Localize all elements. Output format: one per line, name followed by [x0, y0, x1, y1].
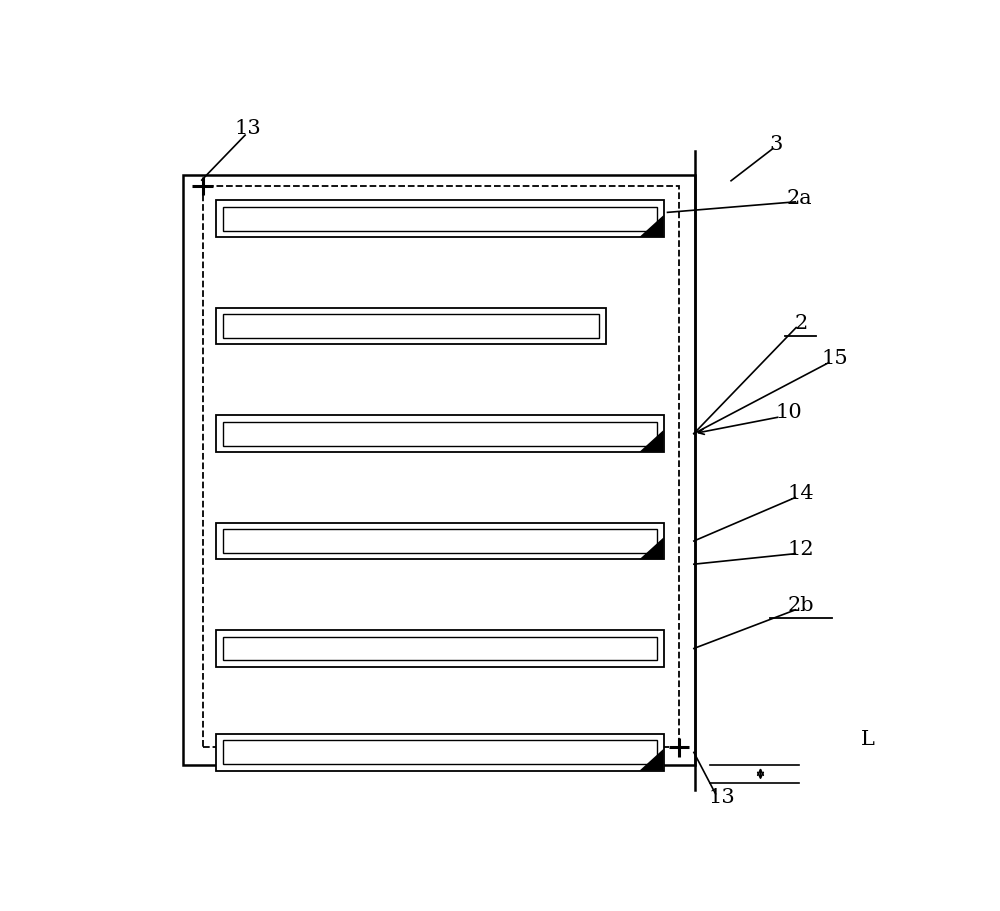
Polygon shape	[639, 431, 664, 453]
Bar	[223, 637, 657, 660]
Bar	[223, 529, 657, 553]
Polygon shape	[639, 537, 664, 559]
Bar	[216, 734, 664, 771]
Text: 2b: 2b	[788, 596, 814, 615]
Text: 2: 2	[794, 313, 807, 333]
Bar	[216, 523, 664, 559]
Text: 14: 14	[787, 484, 814, 503]
Bar	[216, 415, 664, 453]
Bar	[216, 201, 664, 238]
Text: 2a: 2a	[786, 189, 812, 208]
Bar	[223, 741, 657, 764]
Text: 13: 13	[234, 118, 261, 138]
Text: 12: 12	[787, 539, 814, 558]
Bar	[216, 309, 606, 345]
Polygon shape	[639, 216, 664, 238]
Bar	[216, 630, 664, 667]
Bar	[223, 315, 599, 339]
Text: 10: 10	[776, 403, 803, 422]
Text: L: L	[861, 729, 874, 748]
Text: 13: 13	[708, 787, 735, 806]
Bar	[183, 176, 695, 765]
Bar	[223, 422, 657, 446]
Text: 15: 15	[822, 349, 848, 368]
Text: 3: 3	[769, 135, 783, 154]
Bar	[202, 187, 679, 748]
Bar	[223, 208, 657, 231]
Polygon shape	[639, 749, 664, 771]
